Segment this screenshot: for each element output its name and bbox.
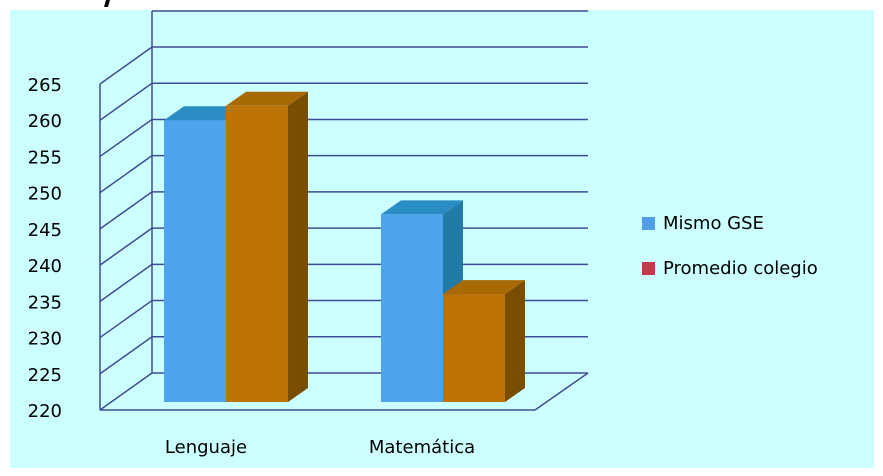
bar-front-lenguaje-series-1 bbox=[164, 120, 226, 402]
x-category-label: Lenguaje bbox=[165, 437, 247, 458]
y-tick-label: 240 bbox=[28, 256, 62, 277]
legend-label-1: Mismo GSE bbox=[663, 213, 764, 234]
legend-label-2: Promedio colegio bbox=[663, 258, 818, 279]
legend-swatch-1 bbox=[642, 217, 655, 230]
y-tick-label: 245 bbox=[28, 220, 62, 241]
x-category-label: Matemática bbox=[369, 437, 475, 458]
bar-1-1 bbox=[443, 280, 525, 402]
y-tick-label: 255 bbox=[28, 147, 62, 168]
y-tick-label: 260 bbox=[28, 111, 62, 132]
y-tick-label: 225 bbox=[28, 365, 62, 386]
bar-side-face bbox=[288, 92, 308, 402]
y-tick-label: 220 bbox=[28, 401, 62, 422]
bar-side-face bbox=[505, 280, 525, 402]
y-tick-label: 230 bbox=[28, 329, 62, 350]
bar-front-matemática-series-2 bbox=[443, 294, 505, 402]
legend-swatch-2 bbox=[642, 262, 655, 275]
bar-0-1 bbox=[226, 92, 308, 402]
bar-front-lenguaje-series-2 bbox=[226, 106, 288, 402]
y-tick-label: 265 bbox=[28, 75, 62, 96]
y-tick-label: 250 bbox=[28, 184, 62, 205]
y-tick-label: 235 bbox=[28, 292, 62, 313]
header-fragment bbox=[104, 0, 110, 7]
bar-front-matemática-series-1 bbox=[381, 214, 443, 402]
